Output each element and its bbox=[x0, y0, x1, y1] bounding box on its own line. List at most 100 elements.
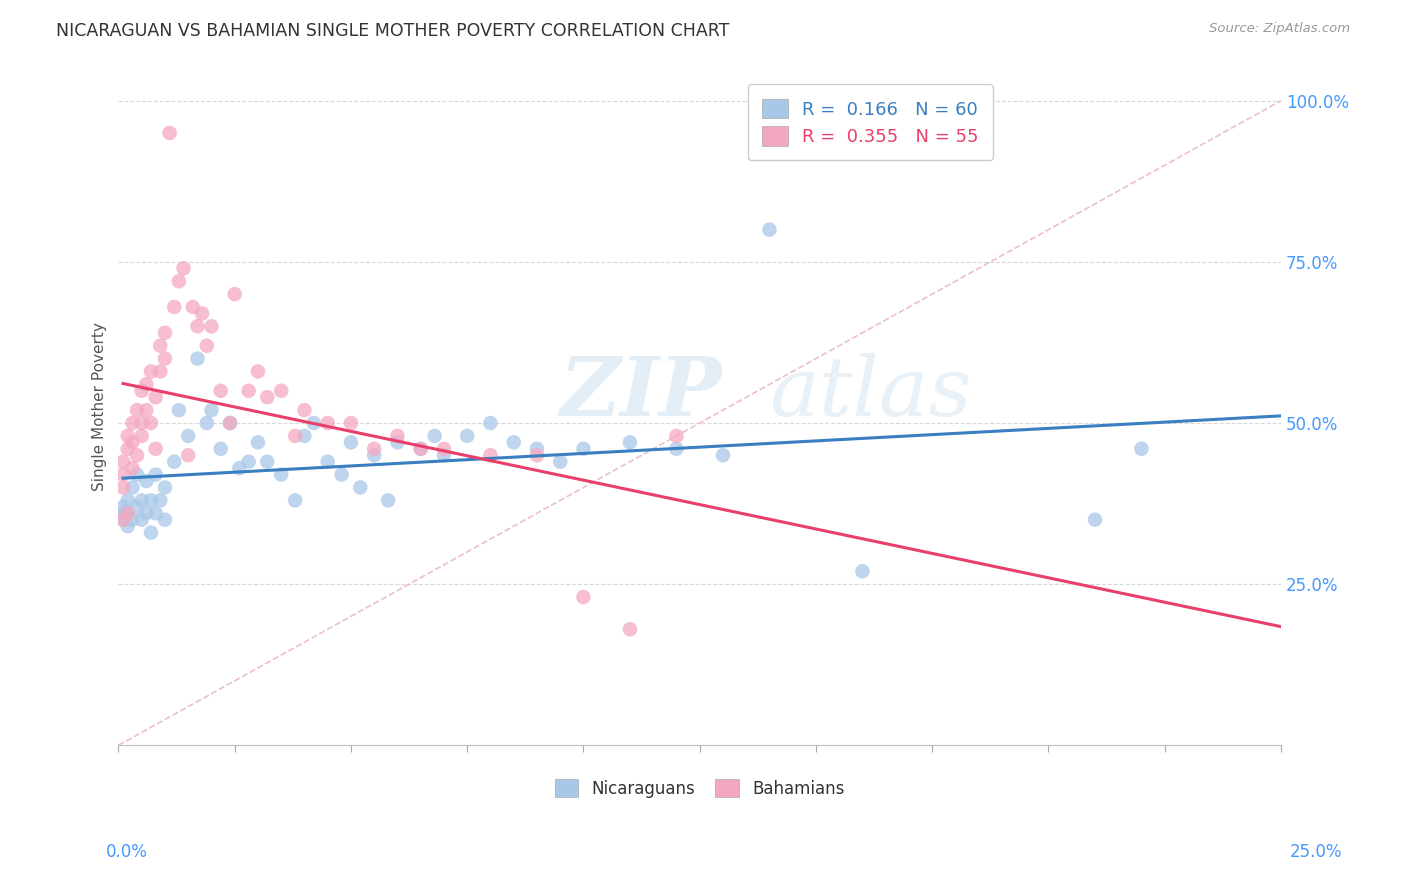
Point bbox=[125, 500, 148, 514]
Point bbox=[159, 126, 181, 140]
Point bbox=[112, 467, 135, 482]
Point bbox=[131, 429, 153, 443]
Point bbox=[112, 513, 135, 527]
Point bbox=[209, 384, 232, 398]
Point bbox=[758, 222, 780, 236]
Text: NICARAGUAN VS BAHAMIAN SINGLE MOTHER POVERTY CORRELATION CHART: NICARAGUAN VS BAHAMIAN SINGLE MOTHER POV… bbox=[56, 22, 730, 40]
Point bbox=[149, 493, 172, 508]
Point bbox=[526, 442, 548, 456]
Point bbox=[316, 455, 339, 469]
Point bbox=[131, 384, 153, 398]
Point bbox=[163, 300, 186, 314]
Point bbox=[153, 480, 176, 494]
Point bbox=[409, 442, 432, 456]
Point bbox=[409, 442, 432, 456]
Point bbox=[479, 416, 502, 430]
Point bbox=[121, 513, 143, 527]
Text: 25.0%: 25.0% bbox=[1291, 843, 1343, 861]
Point bbox=[256, 390, 278, 404]
Point bbox=[153, 351, 176, 366]
Point bbox=[181, 300, 204, 314]
Point bbox=[135, 474, 157, 488]
Point bbox=[139, 416, 162, 430]
Point bbox=[330, 467, 353, 482]
Point bbox=[572, 590, 595, 604]
Point bbox=[117, 442, 139, 456]
Point bbox=[186, 351, 208, 366]
Point bbox=[619, 622, 641, 636]
Point bbox=[665, 429, 688, 443]
Point bbox=[246, 435, 269, 450]
Point bbox=[363, 442, 385, 456]
Y-axis label: Single Mother Poverty: Single Mother Poverty bbox=[93, 323, 107, 491]
Text: Source: ZipAtlas.com: Source: ZipAtlas.com bbox=[1209, 22, 1350, 36]
Point bbox=[302, 416, 325, 430]
Point bbox=[177, 429, 200, 443]
Point bbox=[195, 339, 218, 353]
Point bbox=[145, 467, 167, 482]
Point bbox=[294, 429, 316, 443]
Point bbox=[121, 435, 143, 450]
Point bbox=[167, 403, 190, 417]
Point bbox=[377, 493, 399, 508]
Point bbox=[340, 416, 363, 430]
Point bbox=[125, 448, 148, 462]
Point bbox=[117, 506, 139, 520]
Legend: Nicaraguans, Bahamians: Nicaraguans, Bahamians bbox=[548, 772, 851, 805]
Point bbox=[186, 319, 208, 334]
Point bbox=[340, 435, 363, 450]
Point bbox=[131, 416, 153, 430]
Point bbox=[195, 416, 218, 430]
Point bbox=[125, 467, 148, 482]
Point bbox=[294, 403, 316, 417]
Point bbox=[284, 429, 307, 443]
Point bbox=[145, 506, 167, 520]
Point bbox=[145, 390, 167, 404]
Point bbox=[219, 416, 242, 430]
Point bbox=[112, 500, 135, 514]
Point bbox=[131, 493, 153, 508]
Point bbox=[117, 429, 139, 443]
Point bbox=[433, 442, 456, 456]
Point bbox=[121, 416, 143, 430]
Point bbox=[1130, 442, 1153, 456]
Point bbox=[316, 416, 339, 430]
Point bbox=[135, 506, 157, 520]
Point bbox=[200, 319, 222, 334]
Point bbox=[246, 364, 269, 378]
Point bbox=[502, 435, 524, 450]
Point bbox=[153, 513, 176, 527]
Point bbox=[125, 403, 148, 417]
Point bbox=[423, 429, 446, 443]
Point bbox=[270, 384, 292, 398]
Point bbox=[456, 429, 478, 443]
Point bbox=[135, 377, 157, 392]
Point bbox=[139, 364, 162, 378]
Point bbox=[548, 455, 571, 469]
Point bbox=[112, 455, 135, 469]
Point bbox=[433, 448, 456, 462]
Point bbox=[572, 442, 595, 456]
Point bbox=[135, 403, 157, 417]
Text: ZIP: ZIP bbox=[560, 353, 723, 434]
Point bbox=[153, 326, 176, 340]
Point bbox=[228, 461, 250, 475]
Point bbox=[209, 442, 232, 456]
Point bbox=[219, 416, 242, 430]
Point bbox=[349, 480, 371, 494]
Point bbox=[112, 506, 135, 520]
Point bbox=[131, 513, 153, 527]
Point bbox=[167, 274, 190, 288]
Point bbox=[112, 513, 135, 527]
Point bbox=[149, 364, 172, 378]
Point bbox=[387, 435, 409, 450]
Point bbox=[224, 287, 246, 301]
Point bbox=[149, 339, 172, 353]
Point bbox=[117, 519, 139, 533]
Point bbox=[284, 493, 307, 508]
Point bbox=[665, 442, 688, 456]
Point bbox=[1084, 513, 1107, 527]
Point bbox=[851, 564, 873, 578]
Point bbox=[711, 448, 734, 462]
Point bbox=[270, 467, 292, 482]
